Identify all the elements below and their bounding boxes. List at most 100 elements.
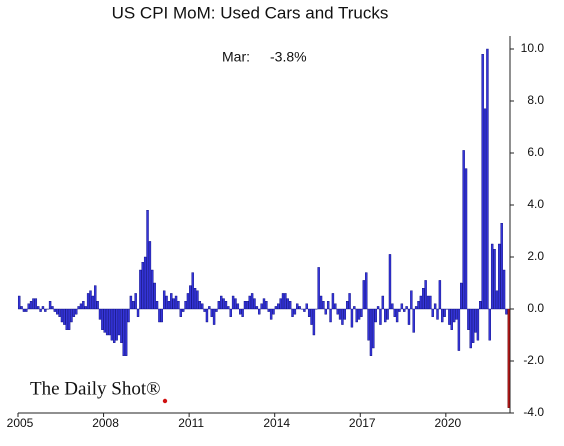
bar — [451, 309, 453, 330]
bar — [89, 291, 91, 309]
annotation-value: -3.8% — [270, 49, 307, 65]
y-tick-label: 0.0 — [527, 301, 544, 315]
bar — [280, 299, 282, 309]
bar — [44, 309, 46, 312]
bar — [196, 291, 198, 309]
bar — [201, 304, 203, 309]
bar — [415, 306, 417, 309]
y-tick-label: -4.0 — [523, 405, 544, 419]
bar — [320, 296, 322, 309]
bar — [75, 309, 77, 314]
bar — [370, 309, 372, 356]
bar — [111, 309, 113, 340]
chart-title: US CPI MoM: Used Cars and Trucks — [112, 3, 389, 22]
bar — [244, 301, 246, 309]
bar — [82, 301, 84, 309]
bar — [458, 309, 460, 351]
bar — [391, 304, 393, 309]
bar — [156, 301, 158, 309]
bar — [56, 309, 58, 314]
bar — [360, 309, 362, 317]
bar — [292, 309, 294, 317]
bar — [49, 301, 51, 309]
bar — [59, 309, 61, 317]
y-tick-label: 8.0 — [527, 93, 544, 107]
bar — [356, 309, 358, 322]
bar — [372, 309, 374, 348]
bar — [211, 309, 213, 317]
bar — [215, 309, 217, 312]
bar — [387, 309, 389, 319]
bar — [246, 301, 248, 309]
bar — [154, 283, 156, 309]
x-tick-label: 2020 — [434, 416, 461, 430]
bar — [463, 150, 465, 309]
bar — [394, 309, 396, 317]
bar — [273, 309, 275, 314]
bar — [501, 223, 503, 309]
bar — [166, 296, 168, 309]
bar — [54, 309, 56, 312]
bar — [73, 309, 75, 317]
bar — [135, 293, 137, 309]
bar — [486, 49, 488, 309]
bar — [429, 296, 431, 309]
bar — [379, 309, 381, 325]
bar — [220, 296, 222, 309]
annotation-label: Mar: — [222, 49, 250, 65]
bar — [306, 304, 308, 309]
bar — [472, 309, 474, 343]
bar — [249, 296, 251, 309]
bar — [505, 309, 507, 314]
bar — [218, 301, 220, 309]
bar — [182, 309, 184, 312]
bar — [303, 309, 305, 312]
bar — [441, 309, 443, 322]
bar — [358, 309, 360, 319]
bar — [503, 270, 505, 309]
bar — [70, 309, 72, 322]
bar — [439, 280, 441, 309]
bar — [142, 262, 144, 309]
bar — [344, 309, 346, 319]
bar — [475, 309, 477, 332]
bar — [239, 309, 241, 314]
bar — [275, 306, 277, 309]
bar — [94, 286, 96, 309]
bar — [51, 306, 53, 309]
bar — [494, 249, 496, 309]
bar — [147, 210, 149, 309]
bar — [332, 293, 334, 309]
bar — [398, 309, 400, 312]
bar — [149, 241, 151, 309]
bar — [227, 306, 229, 309]
bar — [375, 309, 377, 322]
bar — [192, 273, 194, 309]
bar — [187, 293, 189, 309]
bar — [489, 309, 491, 340]
bar — [225, 301, 227, 309]
bar — [113, 309, 115, 343]
y-tick-label: 2.0 — [527, 249, 544, 263]
bar — [368, 309, 370, 340]
bar — [256, 306, 258, 309]
bar — [185, 301, 187, 309]
bar — [237, 304, 239, 309]
bar — [384, 309, 386, 322]
bar — [175, 296, 177, 309]
bar — [410, 291, 412, 309]
bar — [325, 309, 327, 314]
bar — [427, 296, 429, 309]
bar — [37, 306, 39, 309]
bar — [403, 309, 405, 312]
bar — [25, 309, 27, 312]
bar — [109, 309, 111, 335]
bar — [253, 299, 255, 309]
bar — [99, 309, 101, 319]
bar — [460, 283, 462, 309]
bar — [168, 301, 170, 309]
bar — [242, 309, 244, 317]
bar — [208, 306, 210, 309]
bar — [132, 301, 134, 309]
